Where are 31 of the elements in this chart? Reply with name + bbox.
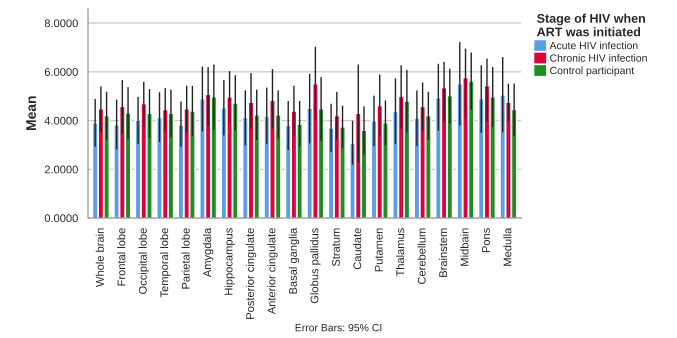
x-tick-label: Thalamus — [396, 228, 404, 276]
x-tick-label: Occipital lobe — [138, 228, 149, 294]
x-tick-label: Midbain — [460, 228, 469, 266]
x-tick-label: Parietal lobe — [182, 228, 190, 289]
x-tick-label: Temporal lobe — [160, 228, 170, 298]
legend-label: Acute HIV infection — [550, 42, 638, 50]
x-tick-label: Basal ganglia — [288, 228, 300, 294]
x-tick-label: Posterior cingulate — [246, 228, 256, 319]
y-tick-label: 6.0000 — [44, 68, 78, 76]
legend-label: Control participant — [550, 66, 634, 76]
x-tick-label: Stratum — [332, 228, 340, 266]
x-tick-label: Amygdala — [202, 228, 214, 278]
x-tick-label: Putamen — [374, 228, 383, 272]
x-tick-label: Cerebellum — [417, 228, 426, 284]
x-tick-label: Frontal lobe — [117, 228, 126, 286]
y-tick-label: 4.0000 — [44, 116, 78, 125]
y-tick-label: 8.0000 — [44, 19, 78, 28]
x-tick-label: Caudate — [353, 228, 362, 270]
x-tick-label: Medulla — [503, 228, 512, 266]
legend-title: Stage of HIV when ART was initiated — [537, 14, 645, 36]
text: Error Bars: 95% CI — [296, 324, 382, 332]
y-axis-title: Mean — [26, 96, 36, 130]
x-tick-label: Anterior cingulate — [267, 228, 278, 314]
x-tick-label: Brainstem — [438, 228, 448, 277]
x-tick-label: Hippocampus — [224, 228, 235, 295]
x-tick-label: Whole brain — [96, 228, 104, 287]
y-tick-label: 0.0000 — [44, 214, 78, 222]
x-tick-label: Pons — [482, 228, 490, 252]
x-tick-label: Globus pallidus — [310, 228, 321, 304]
y-tick-label: 2.0000 — [44, 166, 78, 174]
legend-label: Chronic HIV infection — [550, 54, 647, 62]
